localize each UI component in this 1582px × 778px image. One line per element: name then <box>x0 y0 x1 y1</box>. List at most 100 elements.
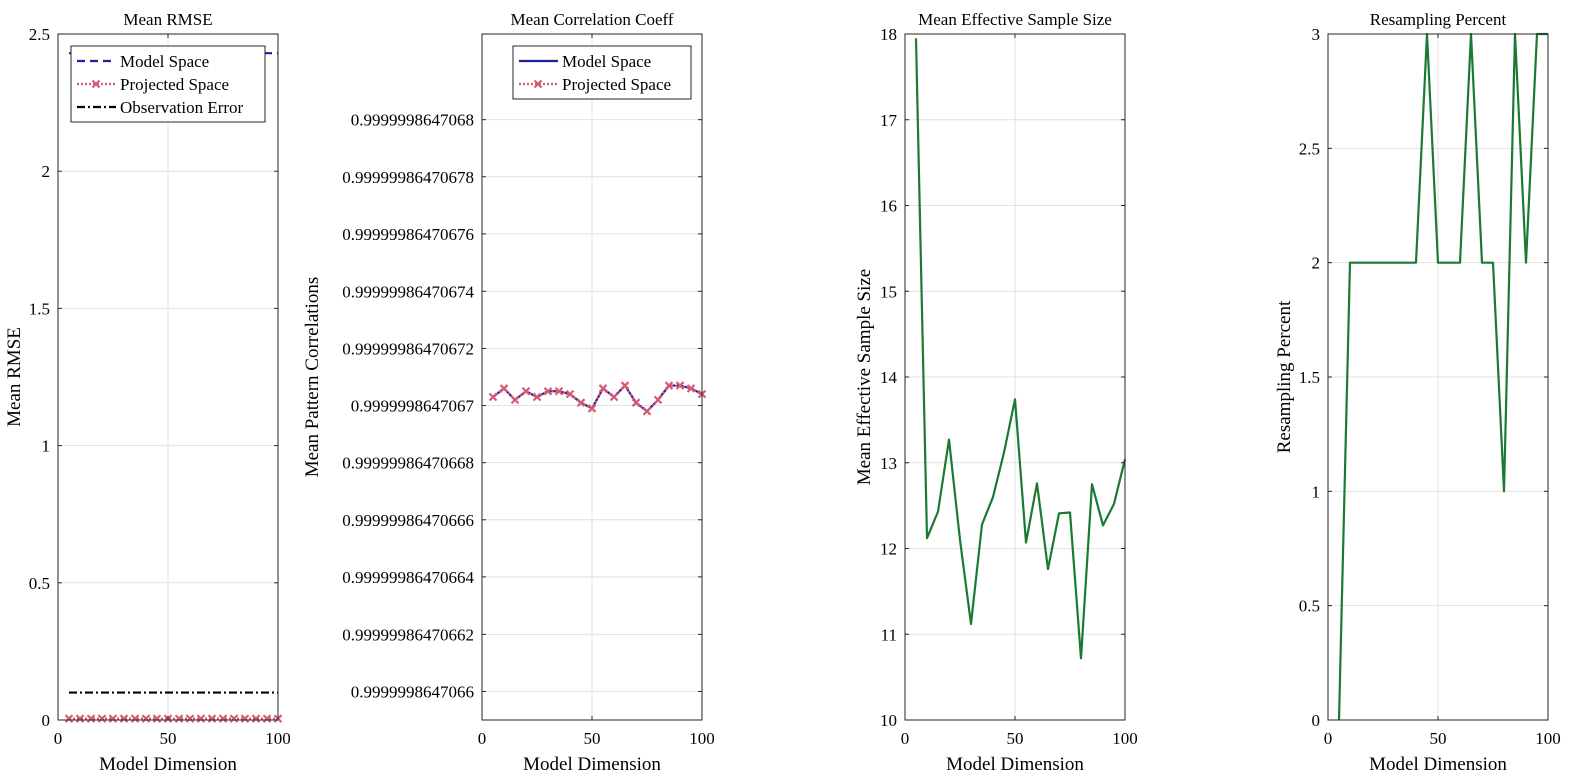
x-tick-label: 100 <box>689 729 715 748</box>
x-tick-label: 0 <box>54 729 63 748</box>
legend-entry-label: Model Space <box>120 52 209 71</box>
series-line-1 <box>1337 32 1548 721</box>
data-point-marker <box>499 384 509 393</box>
x-axis-label: Model Dimension <box>99 754 237 775</box>
chart-title: Mean Effective Sample Size <box>918 10 1112 29</box>
x-tick-label: 100 <box>1535 729 1561 748</box>
data-point-marker <box>75 714 85 723</box>
y-tick-label: 10 <box>880 711 897 730</box>
y-tick-label: 0.99999986470666 <box>342 511 474 530</box>
series-line <box>1337 32 1548 721</box>
data-point-marker <box>229 714 239 723</box>
y-tick-label: 17 <box>880 111 898 130</box>
data-point-marker <box>532 392 542 402</box>
subplot-4: 0 50 100 0 0.5 1 1.5 2 2.5 3 Resampling Percent Mod… <box>1274 10 1561 775</box>
series-projected-space <box>64 714 283 723</box>
data-point-marker <box>620 381 630 390</box>
y-tick-label: 0.99999986470662 <box>342 625 474 644</box>
data-point-marker <box>108 714 118 723</box>
legend-box <box>512 45 692 100</box>
y-axis-label: Mean Pattern Correlations <box>302 277 323 478</box>
data-point-marker <box>185 714 195 723</box>
x-tick-label: 50 <box>1007 729 1024 748</box>
chart-title: Resampling Percent <box>1370 10 1507 29</box>
x-tick-label: 0 <box>901 729 910 748</box>
data-point-marker <box>554 387 564 396</box>
y-axis-label: Resampling Percent <box>1274 300 1295 453</box>
chart-title: Mean Correlation Coeff <box>510 10 673 29</box>
y-tick-label: 0.99999986470672 <box>342 339 474 358</box>
legend-marker <box>533 79 543 89</box>
y-tick-label: 0.99999986470668 <box>342 454 474 473</box>
x-axis-label: Model Dimension <box>946 754 1084 775</box>
y-tick-label: 0 <box>42 711 51 730</box>
y-tick-label: 1 <box>1312 482 1321 501</box>
legend-entry-label: Observation Error <box>120 98 244 117</box>
legend-box <box>70 45 266 123</box>
x-tick-label: 100 <box>265 729 291 748</box>
y-tick-label: 3 <box>1312 25 1321 44</box>
subplot-2: 0 50 100 0.9999998647066 0.99999986470662 0.9… <box>302 10 715 775</box>
y-tick-label: 13 <box>880 454 897 473</box>
data-point-marker <box>130 714 140 723</box>
y-tick-label: 11 <box>881 625 897 644</box>
x-axis-label: Model Dimension <box>1369 754 1507 775</box>
y-tick-label: 0.9999998647066 <box>351 682 474 701</box>
x-tick-label: 0 <box>478 729 487 748</box>
y-axis-label: Mean Effective Sample Size <box>854 269 875 486</box>
data-point-marker <box>576 398 586 407</box>
y-tick-label: 15 <box>880 282 897 301</box>
x-tick-label: 50 <box>1430 729 1447 748</box>
y-tick-label: 1.5 <box>29 299 50 318</box>
y-tick-label: 16 <box>880 197 897 216</box>
y-tick-label: 0.5 <box>1299 597 1320 616</box>
y-tick-label: 0.99999986470676 <box>342 225 474 244</box>
data-point-marker <box>86 714 96 723</box>
x-tick-label: 50 <box>160 729 177 748</box>
data-point-marker <box>510 395 520 405</box>
y-tick-label: 1.5 <box>1299 368 1320 387</box>
y-tick-label: 0.99999986470664 <box>342 568 474 587</box>
y-tick-label: 0.9999998647067 <box>351 397 475 416</box>
data-point-marker <box>642 406 652 416</box>
data-point-marker <box>631 398 641 407</box>
data-point-marker <box>686 384 696 393</box>
data-point-marker <box>97 714 107 723</box>
data-point-marker <box>598 384 608 393</box>
data-point-marker <box>141 714 151 723</box>
subplot-1: 0 50 100 0 0.5 1 1.5 2 2.5 Mean RMSE Model Dimensi… <box>4 10 291 775</box>
data-point-marker <box>251 714 261 723</box>
y-tick-label: 0.5 <box>29 574 50 593</box>
series-line <box>914 38 1127 660</box>
x-tick-label: 50 <box>584 729 601 748</box>
y-tick-label: 14 <box>880 368 898 387</box>
data-point-marker <box>152 714 162 723</box>
data-point-marker <box>174 714 184 723</box>
legend: Model Space Projected Space <box>512 45 692 100</box>
data-point-marker <box>521 387 531 396</box>
y-tick-label: 2 <box>42 162 51 181</box>
data-point-marker <box>565 389 575 399</box>
legend-entry-label: Projected Space <box>562 75 671 94</box>
y-tick-label: 0.9999998647068 <box>351 111 474 130</box>
data-point-marker <box>664 381 674 390</box>
data-point-marker <box>609 392 619 402</box>
y-tick-label: 0.99999986470678 <box>342 168 474 187</box>
y-tick-label: 1 <box>42 437 51 456</box>
data-point-marker <box>64 714 74 723</box>
data-point-marker <box>207 714 217 723</box>
legend-entry-label: Projected Space <box>120 75 229 94</box>
legend-entry-label: Model Space <box>562 52 651 71</box>
y-tick-label: 2.5 <box>1299 139 1320 158</box>
data-point-marker <box>675 381 685 390</box>
data-point-marker <box>119 714 129 723</box>
y-tick-label: 2.5 <box>29 25 50 44</box>
series-line-1 <box>914 38 1127 660</box>
y-tick-label: 0 <box>1312 711 1321 730</box>
legend: Model Space Projected Space Observation Er… <box>70 45 266 123</box>
data-point-marker <box>587 404 597 413</box>
y-tick-label: 2 <box>1312 254 1321 273</box>
data-point-marker <box>543 387 553 396</box>
data-point-marker <box>196 714 206 723</box>
